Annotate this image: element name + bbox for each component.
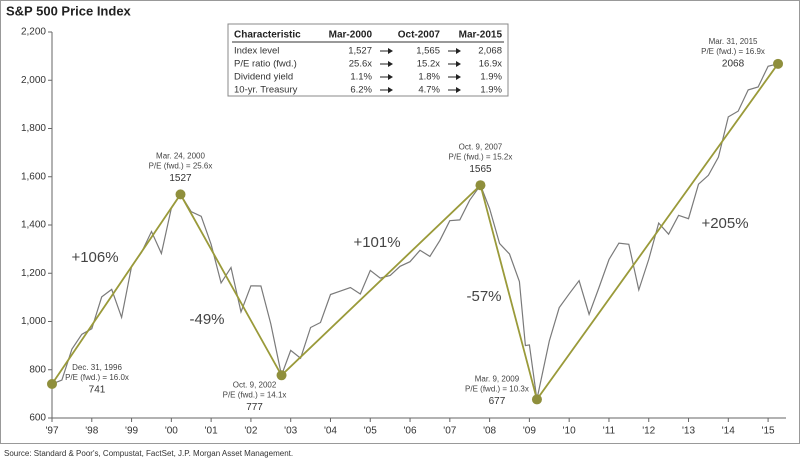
annotation-value: 1565 <box>469 164 492 175</box>
x-tick-label: '08 <box>483 426 496 437</box>
point-marker <box>475 180 486 191</box>
annotation-pe: P/E (fwd.) = 10.3x <box>465 385 529 394</box>
x-tick-label: '01 <box>205 426 218 437</box>
annotation-pe: P/E (fwd.) = 16.0x <box>65 373 129 382</box>
table-cell: 1.8% <box>418 72 440 83</box>
y-tick-label: 1,600 <box>21 171 46 182</box>
point-marker <box>773 58 784 69</box>
table-cell: Index level <box>234 46 279 57</box>
point-marker <box>175 189 186 200</box>
table-arrowhead <box>388 74 393 80</box>
x-tick-label: '09 <box>523 426 536 437</box>
source: Source: Standard & Poor's, Compustat, Fa… <box>4 449 293 458</box>
x-tick-label: '99 <box>125 426 138 437</box>
x-tick-label: '14 <box>722 426 735 437</box>
table-arrowhead <box>456 87 461 93</box>
y-tick-label: 2,000 <box>21 75 46 86</box>
change-label: +205% <box>701 215 748 232</box>
annotation-pe: P/E (fwd.) = 15.2x <box>449 152 513 161</box>
table-arrowhead <box>456 48 461 54</box>
table-cell: 15.2x <box>417 59 440 70</box>
annotation-value: 677 <box>489 396 506 407</box>
y-tick-label: 800 <box>29 364 46 375</box>
x-tick-label: '15 <box>762 426 775 437</box>
annotation-date: Mar. 31, 2015 <box>709 37 758 46</box>
annotation-date: Mar. 24, 2000 <box>156 151 205 160</box>
change-label: -49% <box>189 311 224 328</box>
annotation-value: 777 <box>246 402 263 413</box>
point-marker <box>47 378 57 389</box>
table-header: Mar-2000 <box>329 30 373 41</box>
table-cell: 1.9% <box>480 85 502 96</box>
table-header: Characteristic <box>234 30 301 41</box>
table-cell: 1.1% <box>350 72 372 83</box>
annotation-date: Mar. 9, 2009 <box>475 375 520 384</box>
annotation-date: Dec. 31, 1996 <box>72 363 122 372</box>
x-tick-label: '07 <box>443 426 456 437</box>
point-marker <box>531 394 542 405</box>
table-arrowhead <box>388 61 393 67</box>
table-header: Mar-2015 <box>459 30 503 41</box>
table-cell: 10-yr. Treasury <box>234 85 298 96</box>
table-arrowhead <box>456 74 461 80</box>
annotation-date: Oct. 9, 2002 <box>233 380 277 389</box>
x-tick-label: '13 <box>682 426 695 437</box>
chart-title: S&P 500 Price Index <box>6 3 132 18</box>
y-tick-label: 1,800 <box>21 123 46 134</box>
y-tick-label: 1,200 <box>21 268 46 279</box>
annotation-value: 741 <box>89 385 106 396</box>
point-marker <box>276 370 287 381</box>
x-tick-label: '11 <box>603 426 616 437</box>
x-tick-label: '98 <box>85 426 98 437</box>
y-tick-label: 2,200 <box>21 27 46 38</box>
annotation-pe: P/E (fwd.) = 14.1x <box>223 390 287 399</box>
annotation-date: Oct. 9, 2007 <box>459 142 503 151</box>
table-cell: 4.7% <box>418 85 440 96</box>
change-label: -57% <box>466 288 501 305</box>
table-cell: 16.9x <box>479 59 502 70</box>
change-label: +101% <box>353 234 400 251</box>
x-tick-label: '02 <box>244 426 257 437</box>
table-arrowhead <box>456 61 461 67</box>
table-cell: 1,565 <box>416 46 440 57</box>
y-tick-label: 1,000 <box>21 316 46 327</box>
annotation-pe: P/E (fwd.) = 25.6x <box>149 161 213 170</box>
table-arrowhead <box>388 87 393 93</box>
x-tick-label: '04 <box>324 426 337 437</box>
y-tick-label: 600 <box>29 413 46 424</box>
annotation-value: 1527 <box>169 173 192 184</box>
x-tick-label: '05 <box>364 426 377 437</box>
x-tick-label: '97 <box>45 426 58 437</box>
annotation-pe: P/E (fwd.) = 16.9x <box>701 47 765 56</box>
x-tick-label: '00 <box>165 426 178 437</box>
table-header: Oct-2007 <box>398 30 441 41</box>
change-label: +106% <box>71 249 118 266</box>
x-tick-label: '03 <box>284 426 297 437</box>
x-tick-label: '10 <box>563 426 576 437</box>
table-cell: P/E ratio (fwd.) <box>234 59 297 70</box>
table-cell: 1,527 <box>348 46 372 57</box>
y-tick-label: 1,400 <box>21 220 46 231</box>
table-cell: Dividend yield <box>234 72 293 83</box>
trend-line <box>51 63 779 402</box>
table-cell: 2,068 <box>478 46 502 57</box>
x-tick-label: '12 <box>642 426 655 437</box>
table-cell: 25.6x <box>349 59 372 70</box>
table-arrowhead <box>388 48 393 54</box>
table-cell: 6.2% <box>350 85 372 96</box>
table-box <box>227 23 509 97</box>
x-tick-label: '06 <box>404 426 417 437</box>
annotation-value: 2068 <box>722 58 745 69</box>
table-cell: 1.9% <box>480 72 502 83</box>
